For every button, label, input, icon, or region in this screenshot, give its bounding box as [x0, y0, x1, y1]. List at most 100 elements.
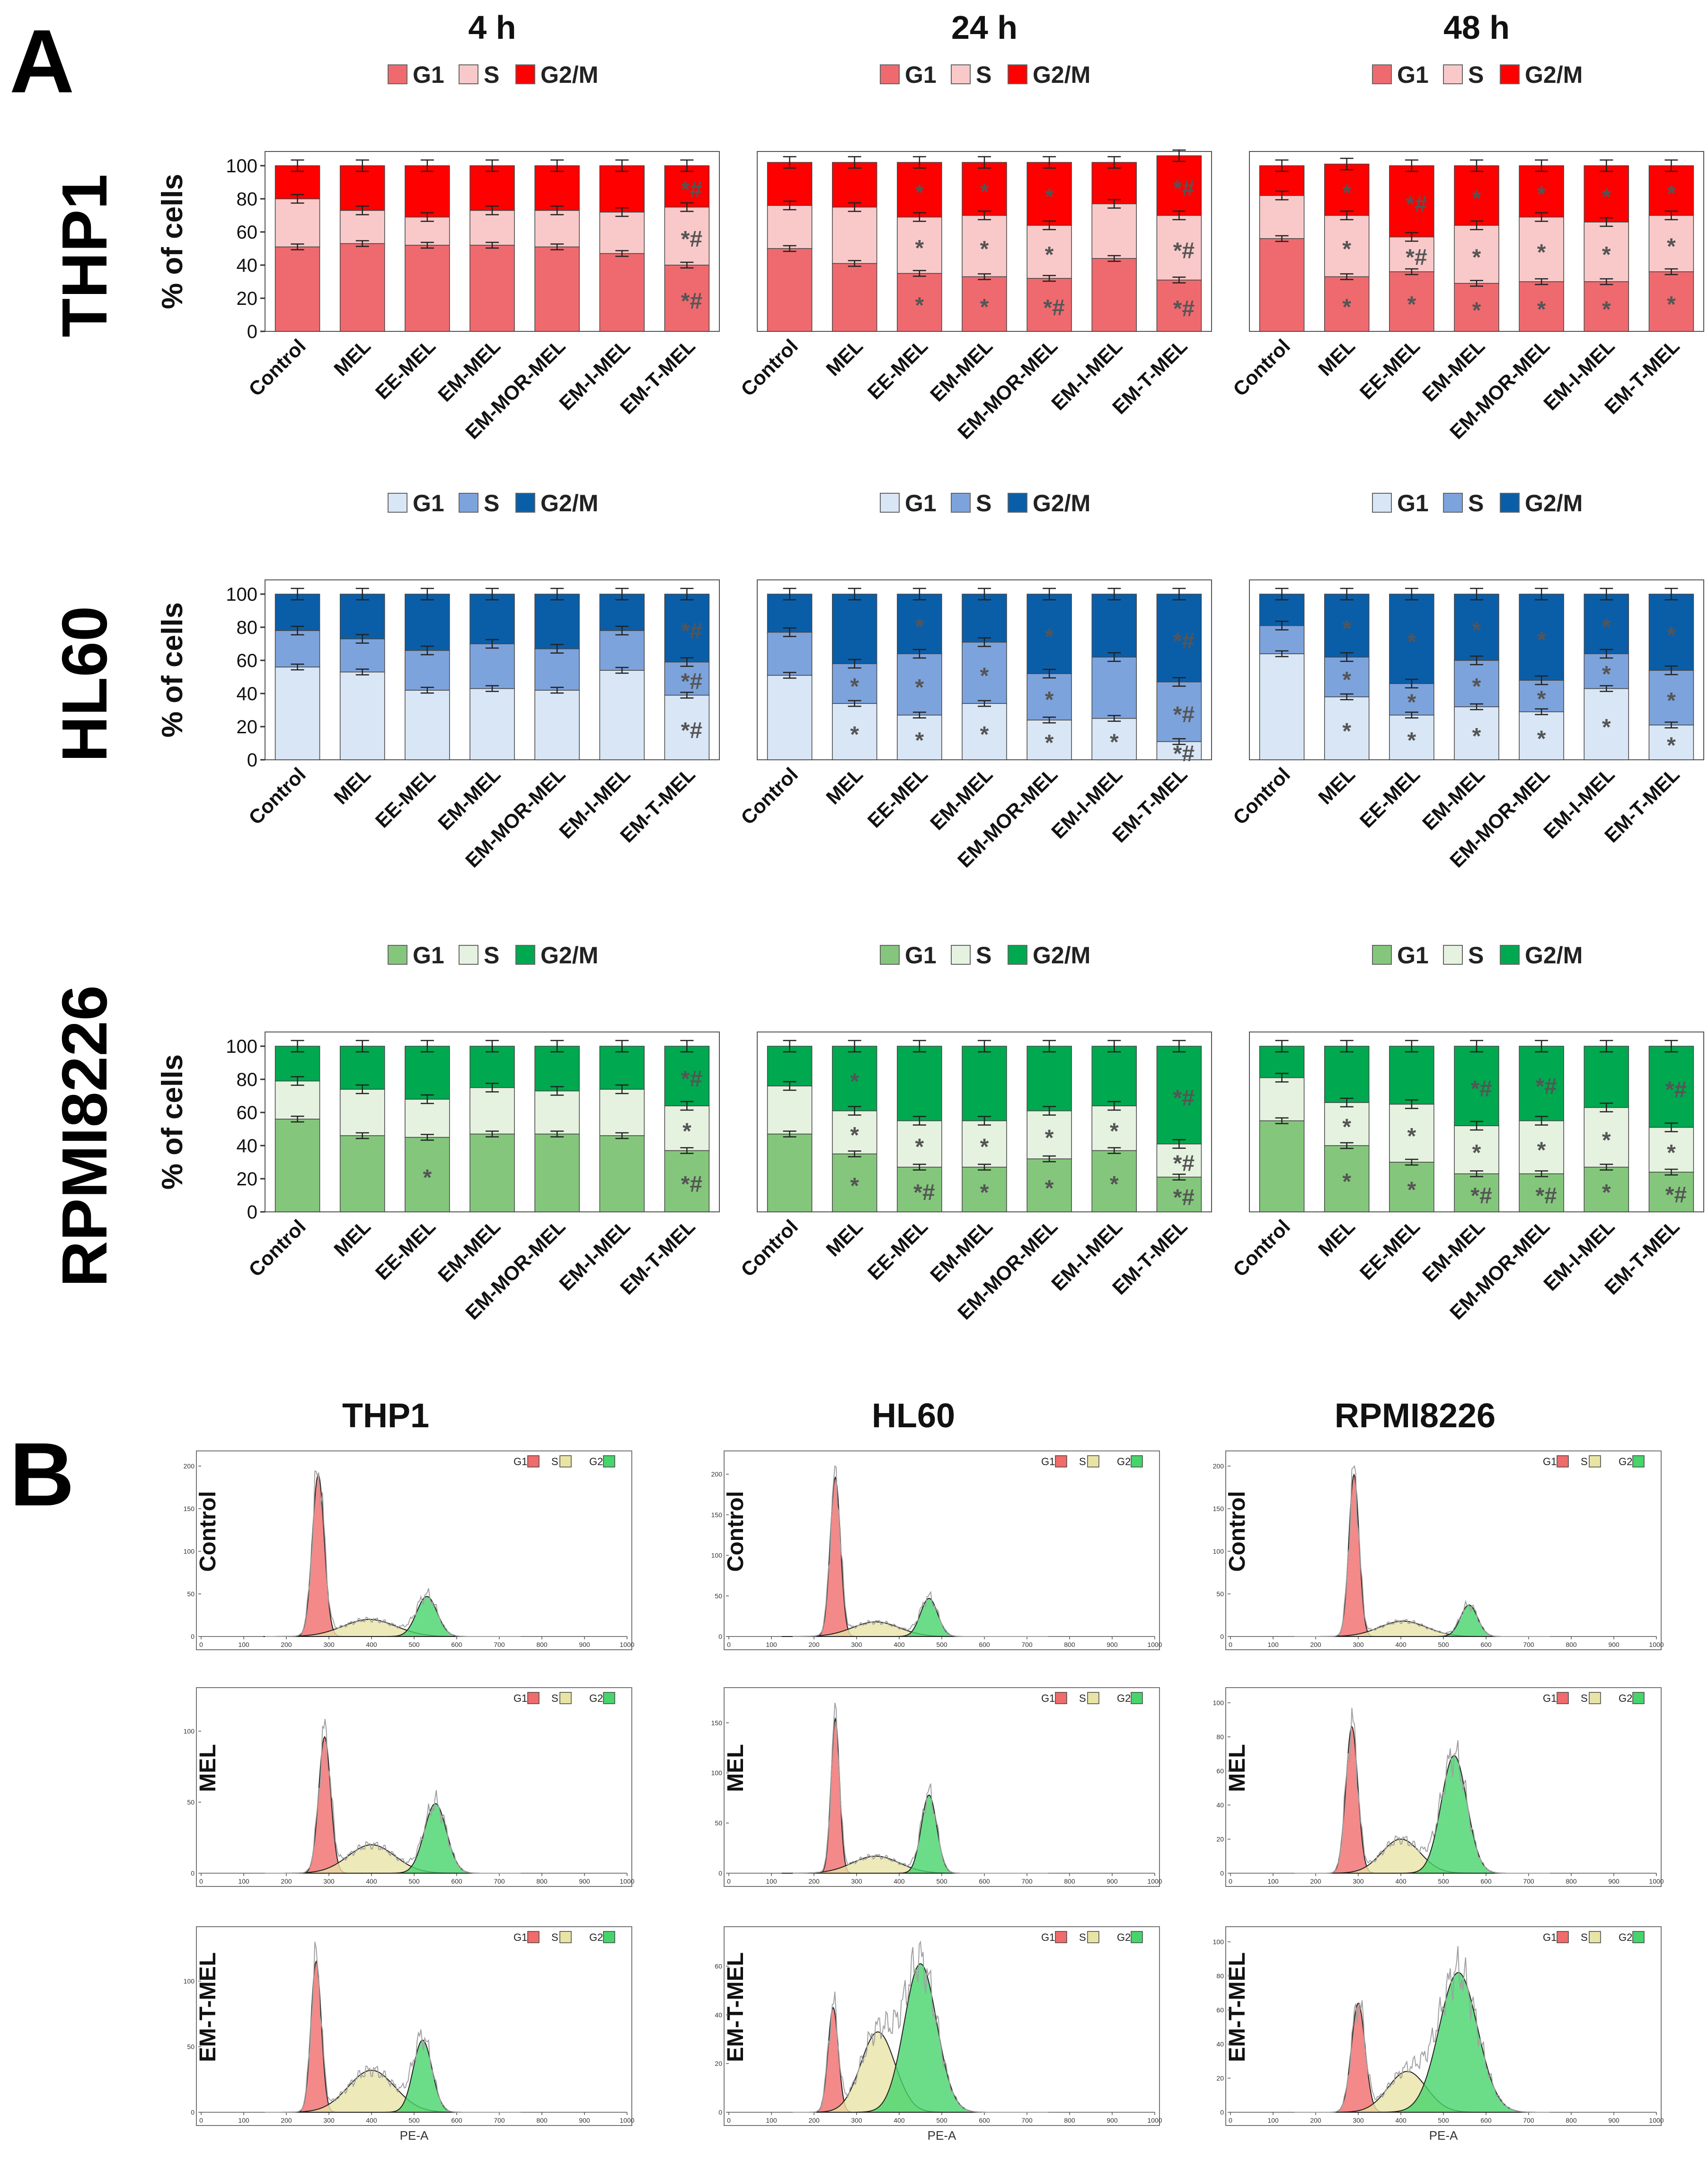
flow-x-tick: 400 — [366, 1877, 377, 1885]
flow-y-tick: 100 — [184, 1727, 195, 1735]
significance-marker: *# — [1173, 703, 1195, 728]
flow-plot-frame — [1225, 1450, 1662, 1650]
bar-control-s — [1259, 195, 1305, 239]
y-tick-label: 20 — [237, 717, 258, 738]
bar-control-g1 — [1259, 238, 1305, 332]
bar-em-t-mel-g2-m — [1156, 1046, 1202, 1145]
panel-label-a: A — [9, 11, 74, 112]
flow-x-tick: 100 — [1267, 1641, 1279, 1648]
significance-marker: * — [850, 1174, 859, 1199]
bar-em-i-mel-g1 — [1584, 688, 1629, 760]
legend-label-g1: G1 — [905, 490, 937, 516]
legend-swatch-s — [951, 945, 971, 965]
flow-legend-label-s: S — [1079, 1456, 1086, 1467]
flow-x-tick: 400 — [894, 1641, 905, 1648]
significance-marker: *# — [681, 289, 702, 314]
flow-legend-swatch-g1 — [527, 1692, 540, 1704]
bar-mel-s — [832, 663, 877, 704]
legend-label-g2-m: G2/M — [540, 490, 598, 516]
flow-legend-swatch-s — [1589, 1931, 1601, 1943]
bar-mel-g2-m — [832, 162, 877, 208]
bar-mel-g2-m — [339, 1046, 385, 1090]
flow-x-tick: 0 — [1229, 2117, 1232, 2124]
significance-marker: * — [1472, 618, 1481, 643]
legend-swatch-s — [459, 493, 478, 513]
flow-x-tick: 700 — [1021, 1641, 1033, 1648]
flow-x-tick: 0 — [199, 1877, 203, 1885]
legend-swatch-g1 — [388, 945, 407, 965]
x-tick-label-ee-mel: EE-MEL — [863, 1215, 932, 1284]
y-tick-label: 100 — [226, 156, 257, 177]
y-tick-label: 20 — [237, 1169, 258, 1190]
legend-swatch-g2-m — [1008, 493, 1027, 513]
flow-x-tick: 600 — [1480, 1641, 1492, 1648]
significance-marker: * — [1472, 1140, 1481, 1165]
bar-em-t-mel-g1 — [1156, 1176, 1202, 1212]
legend-label-s: S — [1468, 942, 1484, 969]
flow-y-tick: 0 — [191, 1633, 195, 1640]
bar-chart-hl60-4-h: G1 S G2/M % of cells 0 20 40 60 80 100 Control MELE… — [156, 490, 720, 872]
flow-x-tick: 500 — [408, 1877, 420, 1885]
bar-em-t-mel-g1 — [1648, 724, 1694, 760]
legend-label-g1: G1 — [1397, 62, 1429, 88]
flow-x-tick: 500 — [936, 1877, 947, 1885]
raw-histogram — [793, 1940, 1048, 2113]
flow-legend-label-g1: G1 — [513, 1456, 527, 1467]
significance-marker: *# — [1173, 176, 1195, 201]
bar-control-s — [1259, 1077, 1305, 1121]
flow-x-tick: 800 — [1064, 1641, 1075, 1648]
flow-x-tick: 500 — [1438, 1641, 1449, 1648]
bar-chart-thp1-48-h: G1 S G2/MControl***MEL**#*#EE-MEL***EM-MEL… — [1229, 62, 1704, 444]
legend-swatch-s — [1443, 64, 1463, 84]
significance-marker: * — [1602, 662, 1611, 687]
flow-x-tick: 100 — [766, 1641, 777, 1648]
bar-chart-thp1-4-h: G1 S G2/M % of cells 0 20 40 60 80 100 Control MELE… — [156, 62, 720, 444]
flow-y-tick: 100 — [711, 1769, 723, 1777]
flow-x-tick: 100 — [766, 2117, 777, 2124]
flow-legend-swatch-g2 — [603, 1692, 615, 1704]
significance-marker: *# — [681, 177, 702, 202]
bar-control-g1 — [274, 1119, 320, 1212]
flow-y-tick: 20 — [715, 2060, 722, 2067]
significance-marker: * — [1110, 729, 1119, 755]
flow-y-tick: 100 — [1213, 1699, 1224, 1707]
significance-marker: * — [423, 1165, 432, 1190]
legend-swatch-s — [951, 493, 971, 513]
significance-marker: * — [1110, 1119, 1119, 1144]
bar-ee-mel-g1 — [897, 714, 942, 760]
bar-em-mor-mel-g1 — [1027, 720, 1072, 760]
bar-ee-mel-s — [405, 1099, 450, 1138]
flow-x-tick: 800 — [536, 2117, 548, 2124]
flow-x-tick: 700 — [494, 1641, 505, 1648]
flow-column-title-hl60: HL60 — [872, 1397, 955, 1435]
legend-swatch-g2-m — [1500, 493, 1520, 513]
bar-em-i-mel-g2-m — [1584, 594, 1629, 654]
significance-marker: * — [1537, 182, 1546, 207]
flow-legend-swatch-g2 — [1632, 1455, 1645, 1467]
significance-marker: *# — [681, 669, 702, 694]
significance-marker: *# — [1173, 741, 1195, 766]
flow-x-tick: 800 — [536, 1641, 548, 1648]
flow-x-tick: 0 — [199, 1641, 203, 1648]
flow-y-tick: 20 — [1216, 2074, 1224, 2082]
flow-legend-swatch-g1 — [1557, 1931, 1569, 1943]
flow-x-tick: 200 — [281, 2117, 292, 2124]
bar-chart-rpmi8226-4-h: G1 S G2/M % of cells 0 20 40 60 80 100 Control MEL *… — [156, 942, 720, 1324]
bar-em-mor-mel-g1 — [1519, 711, 1564, 760]
bar-em-mel-g2-m — [962, 1046, 1007, 1121]
legend-swatch-g1 — [880, 493, 900, 513]
bar-em-t-mel-g2-m — [1156, 594, 1202, 683]
x-tick-label-control: Control — [1229, 1215, 1294, 1281]
y-tick-label: 40 — [237, 1136, 258, 1156]
flow-x-tick: 200 — [808, 2117, 820, 2124]
bar-em-t-mel-s — [664, 1105, 710, 1151]
flow-x-tick: 200 — [281, 1877, 292, 1885]
flow-x-tick: 800 — [1064, 1877, 1075, 1885]
bar-em-i-mel-g2-m — [1091, 1046, 1137, 1106]
bar-em-t-mel-g2-m — [1648, 1046, 1694, 1128]
legend-label-s: S — [976, 62, 991, 88]
bar-em-i-mel-g1 — [599, 1135, 645, 1212]
flow-legend-swatch-g1 — [527, 1455, 540, 1467]
significance-marker: * — [1537, 1138, 1546, 1163]
